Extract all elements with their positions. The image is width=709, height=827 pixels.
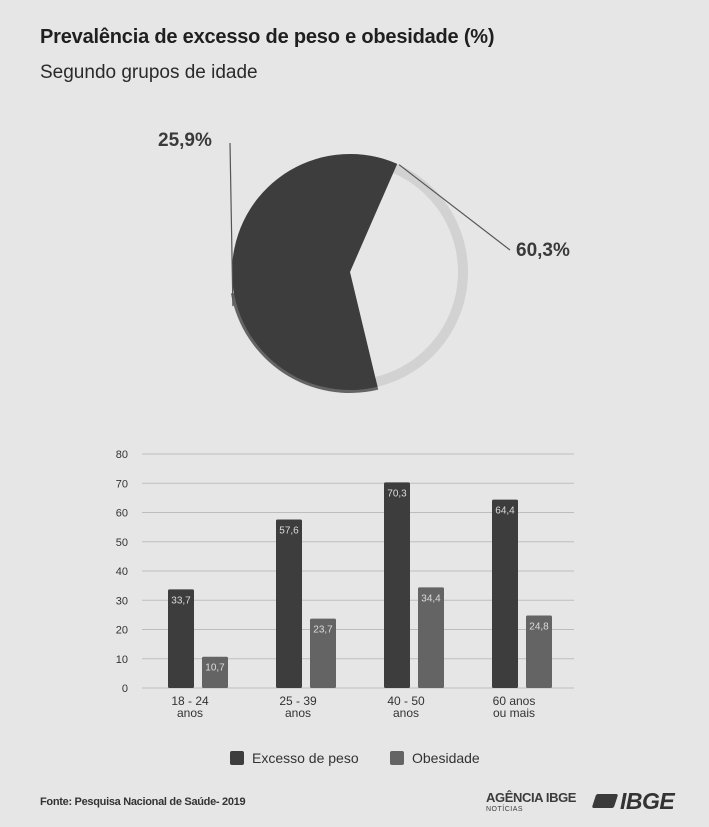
y-tick-label: 70	[116, 478, 128, 490]
legend-swatch	[390, 751, 404, 765]
x-tick-label: 40 - 50	[387, 694, 425, 708]
x-tick-label: 60 anos	[493, 694, 536, 708]
bar-excesso	[384, 482, 410, 688]
pie-leader-obesity	[229, 142, 234, 307]
y-tick-label: 60	[116, 508, 128, 520]
bar-obesidade	[418, 587, 444, 688]
x-tick-label: 25 - 39	[279, 694, 317, 708]
x-tick-label: anos	[393, 706, 419, 720]
pie-label-obesity: 25,9%	[158, 130, 212, 151]
pie-chart: 25,9% 60,3%	[158, 130, 570, 394]
ibge-logo: IBGE	[591, 788, 675, 815]
source-note: Fonte: Pesquisa Nacional de Saúde- 2019	[40, 796, 246, 808]
data-label: 34,4	[421, 593, 441, 604]
bar-excesso	[492, 499, 518, 688]
pie-slice-excess	[232, 154, 398, 390]
bar-obesidade	[526, 615, 552, 688]
chart-title: Prevalência de excesso de peso e obesida…	[40, 26, 495, 48]
data-label: 64,4	[495, 506, 515, 517]
agencia-logo-text: AGÊNCIA IBGE	[486, 790, 577, 805]
data-label: 23,7	[313, 625, 333, 636]
data-label: 24,8	[529, 621, 549, 632]
data-label: 57,6	[279, 526, 299, 537]
y-tick-label: 30	[116, 595, 128, 607]
y-tick-label: 40	[116, 566, 128, 578]
legend-swatch	[230, 751, 244, 765]
agencia-logo-subtext: NOTÍCIAS	[486, 806, 524, 813]
data-label: 33,7	[171, 595, 191, 606]
y-tick-label: 10	[116, 654, 128, 666]
chart-subtitle: Segundo grupos de idade	[40, 62, 258, 83]
agencia-ibge-logo: AGÊNCIA IBGE NOTÍCIAS	[486, 790, 577, 816]
legend-label: Obesidade	[412, 750, 480, 766]
bar-excesso	[276, 519, 302, 688]
pie-label-excess: 60,3%	[516, 240, 570, 261]
data-label: 70,3	[387, 488, 407, 499]
bar-excesso	[168, 589, 194, 688]
bar-obesidade	[202, 656, 228, 688]
data-label: 10,7	[205, 663, 225, 674]
ibge-flag-icon	[591, 794, 619, 808]
x-tick-label: anos	[177, 706, 203, 720]
x-tick-label: ou mais	[493, 706, 535, 720]
pie-leader-excess	[398, 164, 511, 251]
bar-obesidade	[310, 618, 336, 688]
legend-label: Excesso de peso	[252, 750, 359, 766]
x-tick-label: anos	[285, 706, 311, 720]
y-tick-label: 0	[122, 683, 128, 695]
y-tick-label: 20	[116, 625, 128, 637]
y-tick-label: 50	[116, 537, 128, 549]
ibge-logo-text: IBGE	[620, 788, 675, 814]
y-tick-label: 80	[116, 449, 128, 461]
x-tick-label: 18 - 24	[171, 694, 209, 708]
